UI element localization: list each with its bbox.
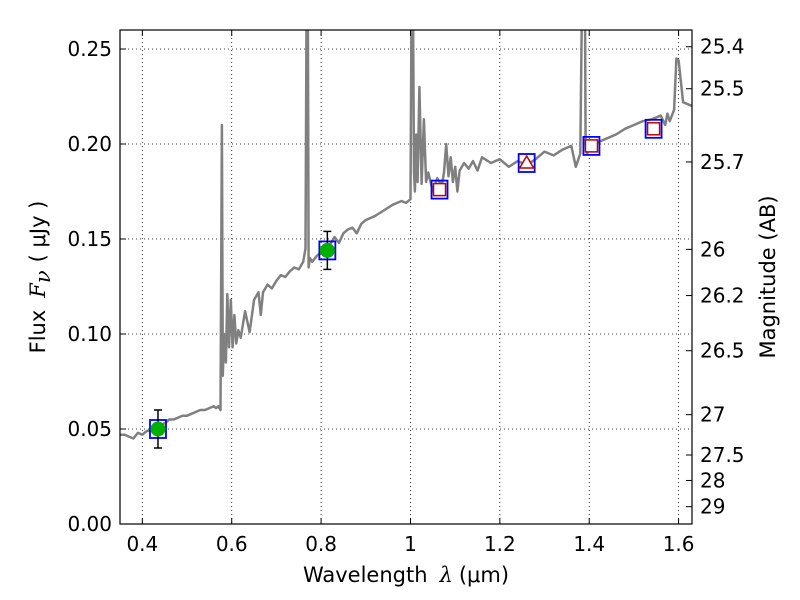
mag-tick-label: 27: [700, 403, 725, 427]
mag-tick-label: 27.5: [700, 443, 745, 467]
photometry-point: [646, 122, 661, 136]
photometry-point: [432, 182, 447, 197]
mag-tick-label: 29: [700, 495, 725, 519]
x-tick-label: 1: [404, 532, 417, 556]
x-axis-label: Wavelength λ (μm): [303, 563, 509, 587]
y-tick-label: 0.25: [67, 37, 112, 61]
spectrum-layer: [120, 30, 692, 440]
mag-tick-label: 25.7: [700, 150, 745, 174]
photometry-layer: [149, 118, 663, 449]
x-tick-label: 1.4: [573, 532, 605, 556]
mag-tick-label: 25.5: [700, 77, 745, 101]
photometry-box: [644, 118, 663, 139]
mag-tick-label: 26.2: [700, 284, 745, 308]
axis-ticks: 0.4 0.6 0.8 1 1.2 1.4 1.6 0.00 0.05 0.10 0.15 0.20 0…: [67, 30, 745, 556]
y-tick-label: 0.15: [67, 227, 112, 251]
x-tick-label: 1.2: [484, 532, 516, 556]
x-tick-label: 0.4: [126, 532, 158, 556]
mag-tick-label: 26: [700, 237, 725, 261]
y2-axis-label: Magnitude (AB): [756, 195, 780, 358]
photometry-box: [582, 135, 601, 156]
plot-frame: [119, 29, 693, 525]
x-tick-label: 1.6: [663, 532, 695, 556]
mag-tick-label: 25.4: [700, 35, 745, 59]
y-tick-label: 0.00: [67, 512, 112, 536]
photometry-point: [518, 154, 535, 169]
y-tick-label: 0.10: [67, 322, 112, 346]
photometry-box: [430, 179, 449, 200]
x-tick-label: 0.6: [216, 532, 248, 556]
x-tick-label: 0.8: [305, 532, 337, 556]
y-tick-label: 0.05: [67, 417, 112, 441]
mag-tick-label: 28: [700, 468, 725, 492]
mag-tick-label: 26.5: [700, 339, 745, 363]
photometry-point: [584, 139, 599, 153]
photometry-point: [319, 242, 335, 258]
spectrum-line: [120, 30, 692, 440]
photometry-box: [517, 153, 536, 173]
photometry-point: [150, 421, 166, 437]
y-tick-label: 0.20: [67, 132, 112, 156]
y-axis-label: FluxFν( μJy ): [26, 201, 55, 354]
